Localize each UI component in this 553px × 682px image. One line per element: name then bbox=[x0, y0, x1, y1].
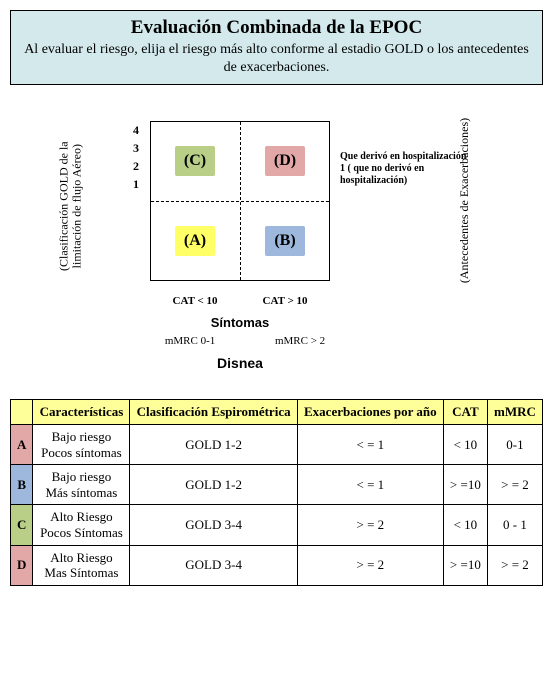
cell-exacerbaciones: < = 1 bbox=[297, 465, 443, 505]
mmrc-left: mMRC 0-1 bbox=[165, 335, 215, 347]
mmrc-row: mMRC 0-1 mMRC > 2 bbox=[135, 335, 355, 347]
cell-caracteristicas: Alto RiesgoPocos Síntomas bbox=[33, 505, 130, 545]
cell-caracteristicas: Bajo riesgoPocos síntomas bbox=[33, 425, 130, 465]
cell-caracteristicas: Alto RiesgoMas Síntomas bbox=[33, 545, 130, 585]
cell-mmrc: > = 2 bbox=[487, 545, 542, 585]
col-caracteristicas: Características bbox=[33, 400, 130, 425]
cell-exacerbaciones: > = 2 bbox=[297, 545, 443, 585]
copd-table: Características Clasificación Espirométr… bbox=[10, 399, 543, 586]
cell-mmrc: > = 2 bbox=[487, 465, 542, 505]
table-header-row: Características Clasificación Espirométr… bbox=[11, 400, 543, 425]
hospitalization-note: Que derivó en hospitalización 1 ( que no… bbox=[340, 151, 470, 187]
sintomas-label: Síntomas bbox=[150, 315, 330, 330]
cat-right: CAT > 10 bbox=[263, 295, 308, 307]
cell-mmrc: 0-1 bbox=[487, 425, 542, 465]
col-exacerbaciones: Exacerbaciones por año bbox=[297, 400, 443, 425]
cell-caracteristicas: Bajo riesgoMás síntomas bbox=[33, 465, 130, 505]
header-title: Evaluación Combinada de la EPOC bbox=[23, 17, 530, 39]
cell-mmrc: 0 - 1 bbox=[487, 505, 542, 545]
cell-cat: < 10 bbox=[443, 505, 487, 545]
quad-d: (D) bbox=[265, 146, 305, 176]
cell-cat: < 10 bbox=[443, 425, 487, 465]
header-subtitle: Al evaluar el riesgo, elija el riesgo má… bbox=[23, 41, 530, 76]
col-cat: CAT bbox=[443, 400, 487, 425]
quad-c: (C) bbox=[175, 146, 215, 176]
y-ticks: 4 3 2 1 bbox=[133, 121, 139, 193]
cell-clasificacion: GOLD 1-2 bbox=[130, 465, 297, 505]
col-mmrc: mMRC bbox=[487, 400, 542, 425]
header-box: Evaluación Combinada de la EPOC Al evalu… bbox=[10, 10, 543, 85]
table-row: BBajo riesgoMás síntomasGOLD 1-2< = 1> =… bbox=[11, 465, 543, 505]
row-key: D bbox=[11, 545, 33, 585]
cell-exacerbaciones: > = 2 bbox=[297, 505, 443, 545]
disnea-label: Disnea bbox=[150, 355, 330, 371]
cat-row: CAT < 10 CAT > 10 bbox=[150, 295, 330, 307]
cell-cat: > =10 bbox=[443, 465, 487, 505]
quadrant-chart: Riesgo (Clasificación GOLD de la limitac… bbox=[10, 103, 543, 363]
cell-clasificacion: GOLD 3-4 bbox=[130, 545, 297, 585]
col-clasificacion: Clasificación Espirométrica bbox=[130, 400, 297, 425]
row-key: A bbox=[11, 425, 33, 465]
table-row: CAlto RiesgoPocos SíntomasGOLD 3-4> = 2<… bbox=[11, 505, 543, 545]
table-row: DAlto RiesgoMas SíntomasGOLD 3-4> = 2> =… bbox=[11, 545, 543, 585]
cell-clasificacion: GOLD 3-4 bbox=[130, 505, 297, 545]
cell-exacerbaciones: < = 1 bbox=[297, 425, 443, 465]
quadrant-grid: (C) (D) (A) (B) bbox=[150, 121, 330, 281]
col-blank bbox=[11, 400, 33, 425]
quad-b: (B) bbox=[265, 226, 305, 256]
cell-clasificacion: GOLD 1-2 bbox=[130, 425, 297, 465]
row-key: B bbox=[11, 465, 33, 505]
cat-left: CAT < 10 bbox=[173, 295, 218, 307]
row-key: C bbox=[11, 505, 33, 545]
table-row: ABajo riesgoPocos síntomasGOLD 1-2< = 1<… bbox=[11, 425, 543, 465]
left-axis-subtitle: (Clasificación GOLD de la limitación de … bbox=[58, 141, 84, 271]
cell-cat: > =10 bbox=[443, 545, 487, 585]
table-body: ABajo riesgoPocos síntomasGOLD 1-2< = 1<… bbox=[11, 425, 543, 586]
quad-a: (A) bbox=[175, 226, 215, 256]
right-axis-subtitle: (Antecedentes de Exacerbaciones) bbox=[457, 118, 472, 283]
mmrc-right: mMRC > 2 bbox=[275, 335, 325, 347]
